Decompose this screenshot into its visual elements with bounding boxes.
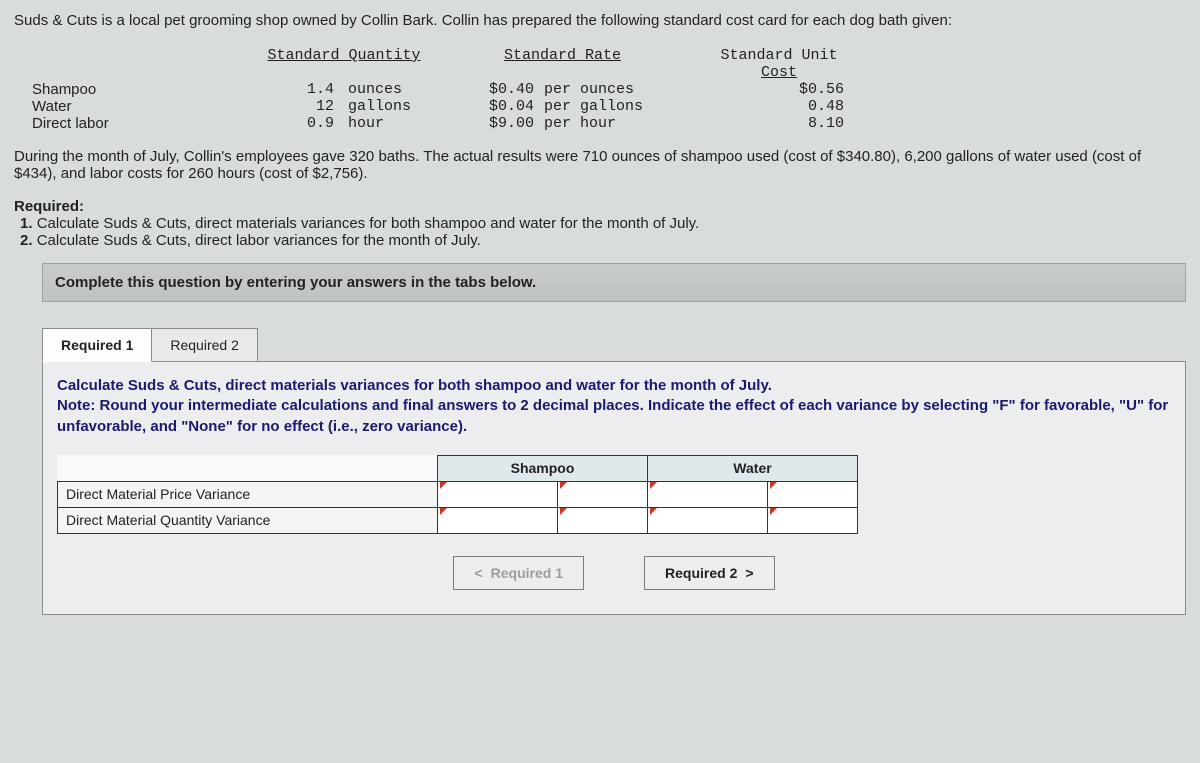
input-marker-icon [650, 482, 657, 489]
input-shampoo-price-amount[interactable] [446, 485, 549, 504]
row-price-variance: Direct Material Price Variance [58, 481, 858, 507]
row-rate: $9.00 [444, 115, 534, 132]
input-shampoo-qty-effect[interactable] [566, 511, 639, 530]
next-button-label: Required 2 [665, 565, 737, 581]
input-water-qty-amount[interactable] [656, 511, 759, 530]
input-marker-icon [440, 482, 447, 489]
row-label-price: Direct Material Price Variance [58, 481, 438, 507]
input-marker-icon [650, 508, 657, 515]
row-per: per ounces [534, 81, 714, 98]
prev-button-label: Required 1 [491, 565, 563, 581]
row-cost: $0.56 [714, 81, 844, 98]
input-marker-icon [770, 508, 777, 515]
row-unit: gallons [334, 98, 444, 115]
row-unit: hour [334, 115, 444, 132]
tab-required-2[interactable]: Required 2 [151, 328, 258, 362]
row-label: Water [14, 98, 244, 115]
row-per: per hour [534, 115, 714, 132]
row-cost: 0.48 [714, 98, 844, 115]
input-water-qty-effect[interactable] [776, 511, 849, 530]
actual-results-paragraph: During the month of July, Collin's emplo… [14, 148, 1186, 182]
input-water-price-amount[interactable] [656, 485, 759, 504]
tab-strip: Required 1 Required 2 [42, 328, 1186, 362]
row-rate: $0.04 [444, 98, 534, 115]
header-std-cost-l2: Cost [714, 64, 844, 81]
row-labor: Direct labor 0.9 hour $9.00 per hour 8.1… [14, 115, 1186, 132]
row-shampoo: Shampoo 1.4 ounces $0.40 per ounces $0.5… [14, 81, 1186, 98]
input-marker-icon [560, 482, 567, 489]
row-cost: 8.10 [714, 115, 844, 132]
row-qty: 12 [244, 98, 334, 115]
required-item-1: 1. Calculate Suds & Cuts, direct materia… [20, 215, 1186, 232]
header-std-rate: Standard Rate [444, 47, 714, 81]
row-qty: 0.9 [244, 115, 334, 132]
col-header-shampoo: Shampoo [438, 455, 648, 481]
header-std-cost-l1: Standard Unit [714, 47, 844, 64]
chevron-right-icon: > [745, 565, 753, 581]
row-qty-variance: Direct Material Quantity Variance [58, 507, 858, 533]
variance-table: Shampoo Water Direct Material Price Vari… [57, 455, 858, 534]
input-shampoo-price-effect[interactable] [566, 485, 639, 504]
prev-button[interactable]: < Required 1 [453, 556, 584, 590]
tab-required-1[interactable]: Required 1 [42, 328, 152, 362]
standard-cost-table: Standard Quantity Standard Rate Standard… [14, 47, 1186, 132]
intro-paragraph: Suds & Cuts is a local pet grooming shop… [14, 12, 1186, 29]
required-heading: Required: [14, 198, 1186, 215]
row-rate: $0.40 [444, 81, 534, 98]
tab-prompt-line-2: Note: Round your intermediate calculatio… [57, 396, 1171, 437]
row-unit: ounces [334, 81, 444, 98]
required-item-1-text: Calculate Suds & Cuts, direct materials … [37, 215, 700, 232]
row-label: Direct labor [14, 115, 244, 132]
input-marker-icon [770, 482, 777, 489]
required-item-2: 2. Calculate Suds & Cuts, direct labor v… [20, 232, 1186, 249]
next-button[interactable]: Required 2 > [644, 556, 775, 590]
row-water: Water 12 gallons $0.04 per gallons 0.48 [14, 98, 1186, 115]
row-qty: 1.4 [244, 81, 334, 98]
header-std-qty: Standard Quantity [244, 47, 444, 81]
input-water-price-effect[interactable] [776, 485, 849, 504]
tab-prompt-line-1: Calculate Suds & Cuts, direct materials … [57, 376, 1171, 396]
input-marker-icon [440, 508, 447, 515]
tab-panel-required-1: Calculate Suds & Cuts, direct materials … [42, 361, 1186, 615]
row-label: Shampoo [14, 81, 244, 98]
instruction-bar: Complete this question by entering your … [42, 263, 1186, 302]
required-item-2-text: Calculate Suds & Cuts, direct labor vari… [37, 232, 481, 249]
col-header-water: Water [648, 455, 858, 481]
row-per: per gallons [534, 98, 714, 115]
input-marker-icon [560, 508, 567, 515]
chevron-left-icon: < [474, 565, 482, 581]
row-label-qty: Direct Material Quantity Variance [58, 507, 438, 533]
input-shampoo-qty-amount[interactable] [446, 511, 549, 530]
